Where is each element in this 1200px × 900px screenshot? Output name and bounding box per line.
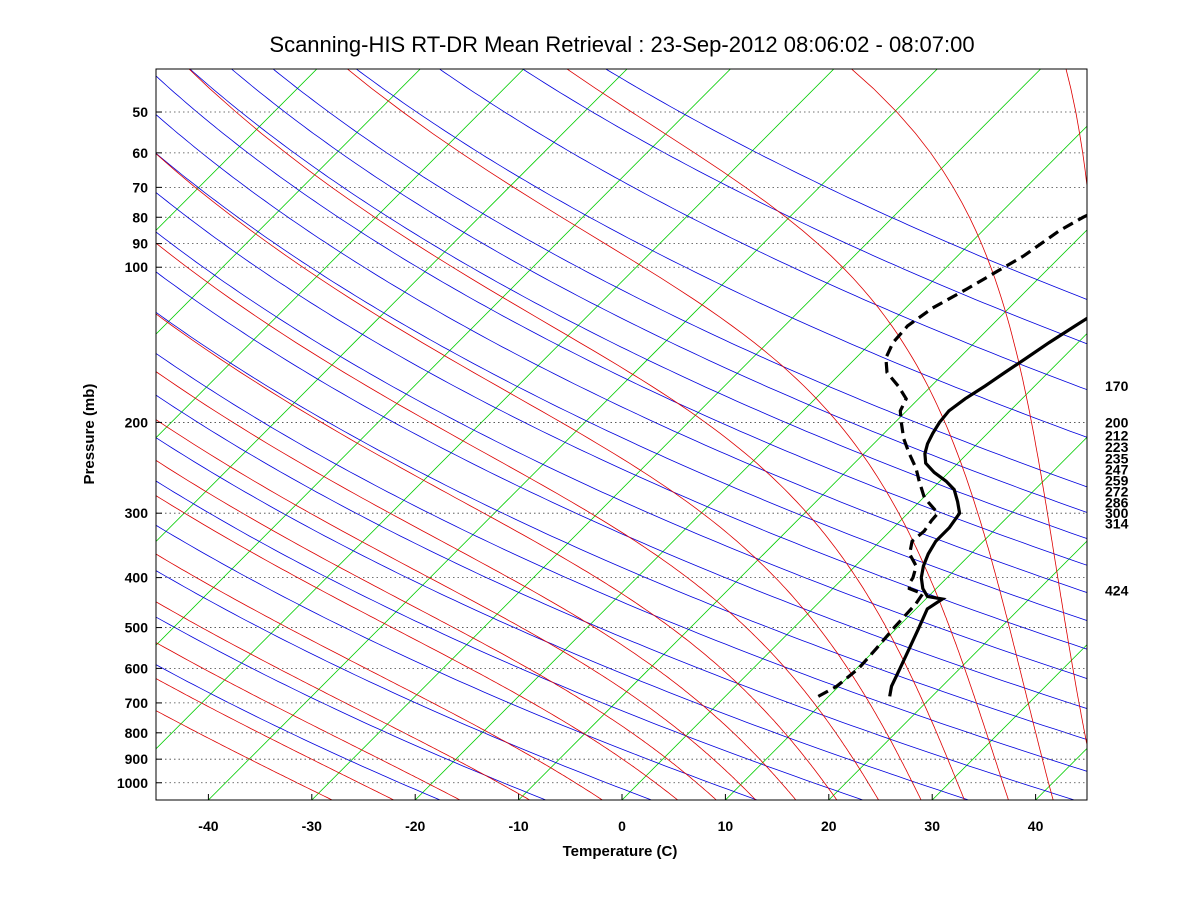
dry-adiabat-line bbox=[438, 69, 1087, 391]
isotherm-line bbox=[621, 333, 1087, 800]
level-annotation: 223 bbox=[1105, 439, 1129, 455]
dry-adiabat-line bbox=[156, 664, 441, 800]
moist-adiabat-line bbox=[566, 69, 1054, 800]
x-tick-label: 0 bbox=[618, 818, 626, 834]
y-tick-label: 500 bbox=[125, 620, 149, 636]
y-axis-label: Pressure (mb) bbox=[81, 384, 98, 485]
y-tick-label: 400 bbox=[125, 570, 149, 586]
x-tick-label: 10 bbox=[718, 818, 734, 834]
dry-adiabat-line bbox=[521, 69, 1087, 345]
isotherm-line bbox=[828, 540, 1087, 800]
moist-adiabat-line bbox=[156, 313, 838, 800]
isotherm-line bbox=[156, 69, 421, 335]
x-tick-label: -20 bbox=[405, 818, 425, 834]
dry-adiabat-line bbox=[156, 616, 546, 800]
moist-adiabat-line bbox=[346, 69, 1009, 800]
moist-adiabat-line bbox=[156, 419, 757, 800]
isotherm-line bbox=[414, 125, 1087, 800]
dry-adiabat-line bbox=[355, 69, 1087, 438]
moist-adiabat-line bbox=[156, 242, 879, 800]
level-annotation: 286 bbox=[1105, 494, 1129, 510]
moist-adiabat-line bbox=[156, 495, 678, 800]
isotherm-line bbox=[156, 69, 628, 542]
moist-adiabat-line bbox=[156, 459, 717, 800]
dry-adiabat-line bbox=[156, 570, 652, 800]
moist-adiabat-line bbox=[156, 553, 603, 800]
chart-title: Scanning-HIS RT-DR Mean Retrieval : 23-S… bbox=[269, 32, 974, 57]
dry-adiabat-line bbox=[156, 75, 1087, 566]
isotherm-line bbox=[311, 69, 1042, 800]
isotherm-line bbox=[1139, 62, 1200, 800]
dry-adiabat-line bbox=[156, 524, 758, 800]
dry-adiabat-line bbox=[156, 480, 864, 800]
y-tick-label: 70 bbox=[132, 179, 148, 195]
moist-adiabat-line bbox=[156, 642, 461, 800]
x-axis-label: Temperature (C) bbox=[563, 843, 678, 860]
x-tick-label: 40 bbox=[1028, 818, 1044, 834]
level-annotation: 200 bbox=[1105, 414, 1129, 430]
y-tick-label: 50 bbox=[132, 104, 148, 120]
x-tick-label: 30 bbox=[924, 818, 940, 834]
moist-adiabat-line bbox=[156, 678, 394, 800]
dry-adiabat-line bbox=[156, 352, 1087, 772]
level-annotation: 314 bbox=[1105, 515, 1129, 531]
moist-adiabat-line bbox=[156, 153, 922, 800]
y-tick-label: 90 bbox=[132, 236, 148, 252]
y-tick-label: 900 bbox=[125, 751, 149, 767]
dry-adiabat-line bbox=[156, 152, 1087, 622]
y-tick-label: 300 bbox=[125, 505, 149, 521]
y-tick-label: 80 bbox=[132, 209, 148, 225]
moist-adiabat-line bbox=[156, 601, 530, 800]
level-annotation: 272 bbox=[1105, 483, 1129, 499]
level-annotation: 170 bbox=[1105, 378, 1129, 394]
dry-adiabat-line bbox=[156, 394, 1075, 800]
level-annotation: 300 bbox=[1105, 505, 1129, 521]
moist-adiabat-line bbox=[188, 69, 965, 800]
isotherm-line bbox=[156, 69, 731, 646]
dry-adiabat-line bbox=[156, 271, 1087, 710]
moist-adiabat-line bbox=[156, 710, 333, 800]
dry-adiabat-line bbox=[189, 69, 1087, 539]
dry-adiabat-line bbox=[156, 437, 969, 800]
level-annotation: 235 bbox=[1105, 451, 1129, 467]
temperature-profile-line bbox=[888, 316, 1087, 697]
x-tick-label: -40 bbox=[198, 818, 218, 834]
isotherm-line bbox=[931, 644, 1087, 800]
dry-adiabat-line bbox=[156, 192, 1087, 650]
dry-adiabat-line bbox=[156, 114, 1087, 594]
x-tick-label: 20 bbox=[821, 818, 837, 834]
level-annotation: 212 bbox=[1105, 427, 1129, 443]
x-tick-label: -10 bbox=[508, 818, 528, 834]
y-tick-label: 100 bbox=[125, 259, 149, 275]
x-tick-label: -30 bbox=[302, 818, 322, 834]
y-tick-label: 800 bbox=[125, 725, 149, 741]
dry-adiabat-line bbox=[156, 231, 1087, 679]
isotherm-line bbox=[156, 69, 318, 231]
y-tick-label: 60 bbox=[132, 145, 148, 161]
level-annotation: 247 bbox=[1105, 462, 1129, 478]
y-tick-label: 600 bbox=[125, 660, 149, 676]
y-tick-label: 1000 bbox=[117, 775, 148, 791]
level-annotation: 259 bbox=[1105, 472, 1129, 488]
moist-adiabat-line bbox=[1168, 62, 1191, 800]
level-annotation: 424 bbox=[1105, 583, 1129, 599]
y-tick-label: 200 bbox=[125, 414, 149, 430]
dry-adiabat-line bbox=[230, 69, 1087, 513]
y-tick-label: 700 bbox=[125, 695, 149, 711]
dry-adiabat-line bbox=[156, 311, 1087, 740]
isotherm-line bbox=[518, 229, 1087, 800]
isotherm-line bbox=[156, 69, 835, 750]
isotherm-line bbox=[156, 69, 525, 439]
moist-adiabat-line bbox=[156, 371, 797, 800]
dry-adiabat-line bbox=[605, 69, 1087, 300]
moist-adiabat-line bbox=[850, 69, 1087, 748]
